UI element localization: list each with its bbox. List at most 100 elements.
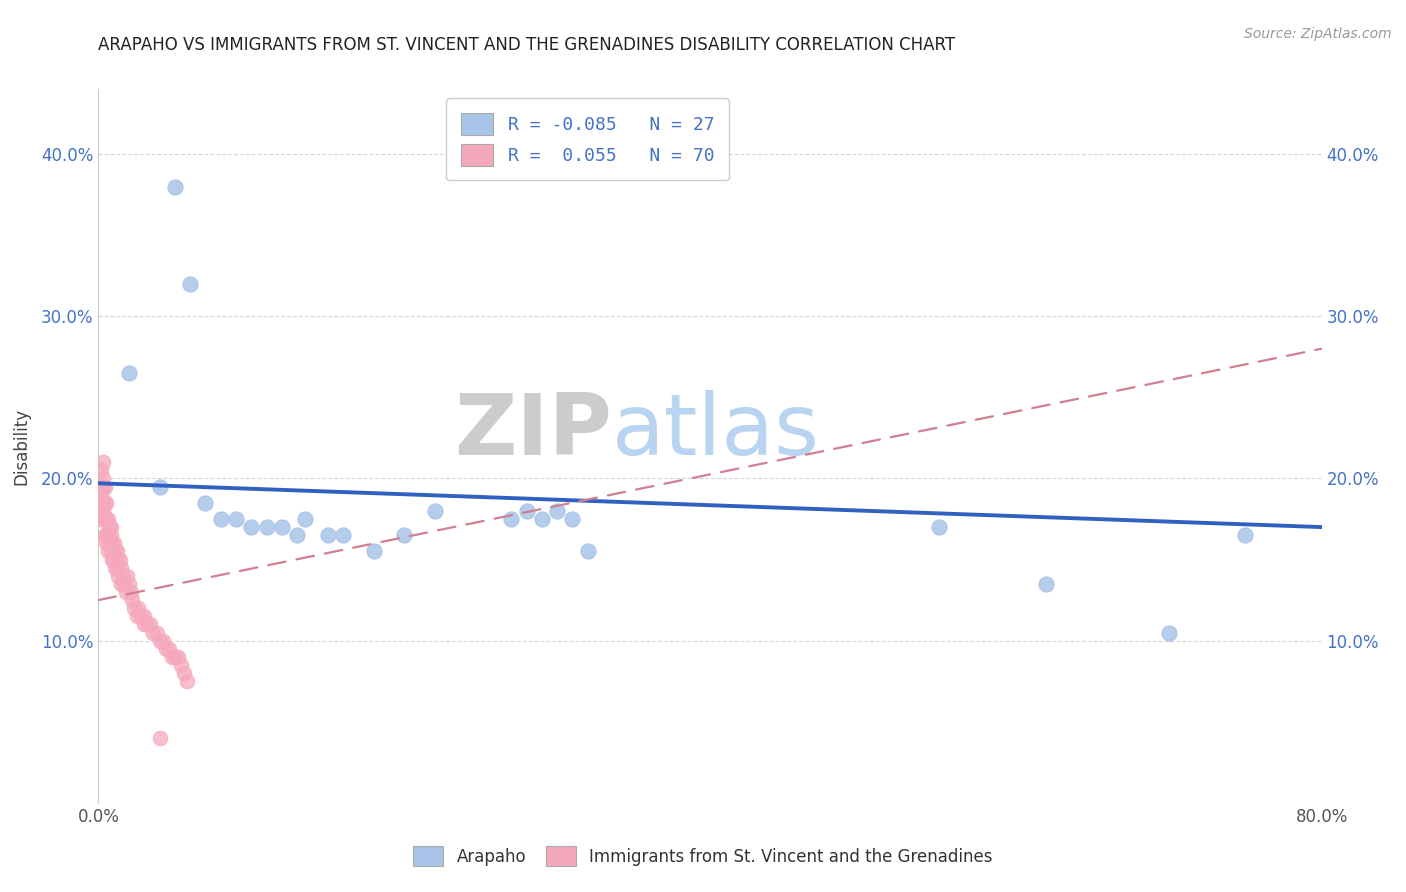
Point (91, 471, 114, 485)
Point (149, 479, 172, 493)
Text: atlas: atlas (612, 390, 820, 474)
Point (332, 528, 354, 542)
Legend: Arapaho, Immigrants from St. Vincent and the Grenadines: Arapaho, Immigrants from St. Vincent and… (405, 838, 1001, 875)
Point (392, 528, 416, 542)
Point (179, 277, 201, 291)
Point (225, 512, 247, 526)
Point (118, 366, 141, 380)
Point (149, 731, 172, 745)
Point (576, 544, 599, 558)
Point (129, 609, 152, 624)
Point (98, 520, 121, 534)
Point (108, 552, 131, 566)
Point (363, 544, 385, 558)
Text: ZIP: ZIP (454, 390, 612, 474)
Point (285, 528, 308, 542)
Point (316, 528, 339, 542)
Point (160, 649, 183, 664)
Point (176, 674, 198, 689)
Point (107, 568, 129, 582)
Point (93, 528, 115, 542)
Point (1035, 577, 1057, 591)
Point (163, 179, 186, 194)
Point (104, 560, 127, 574)
Point (103, 552, 125, 566)
Point (90, 496, 112, 510)
Point (98, 536, 121, 550)
Point (270, 520, 292, 534)
Point (90, 479, 112, 493)
Point (142, 625, 165, 640)
Point (145, 625, 167, 640)
Point (93, 496, 115, 510)
Point (107, 552, 129, 566)
Point (1157, 625, 1180, 640)
Point (89, 496, 111, 510)
Point (209, 512, 232, 526)
Point (516, 504, 538, 518)
Point (91, 504, 114, 518)
Point (125, 609, 148, 624)
Point (167, 649, 190, 664)
Point (157, 641, 180, 656)
Point (94, 536, 117, 550)
Point (97, 512, 120, 526)
Point (170, 657, 193, 672)
Point (928, 520, 950, 534)
Point (117, 568, 139, 582)
Point (561, 512, 583, 526)
Point (152, 633, 174, 648)
Point (93, 479, 115, 493)
Point (93, 512, 115, 526)
Point (136, 617, 159, 632)
Point (101, 552, 124, 566)
Point (94, 512, 117, 526)
Point (134, 617, 156, 632)
Point (97, 528, 120, 542)
Point (103, 536, 125, 550)
Point (134, 609, 156, 624)
Point (139, 617, 162, 632)
Point (1234, 528, 1257, 542)
Point (100, 520, 122, 534)
Point (100, 528, 122, 542)
Text: ARAPAHO VS IMMIGRANTS FROM ST. VINCENT AND THE GRENADINES DISABILITY CORRELATION: ARAPAHO VS IMMIGRANTS FROM ST. VINCENT A… (98, 36, 956, 54)
Point (94, 496, 117, 510)
Point (89, 479, 111, 493)
Point (155, 641, 177, 656)
Point (104, 544, 127, 558)
Point (97, 544, 120, 558)
Text: Source: ZipAtlas.com: Source: ZipAtlas.com (1244, 27, 1392, 41)
Point (194, 496, 217, 510)
Point (91, 496, 114, 510)
Point (120, 585, 142, 599)
Point (89, 512, 111, 526)
Point (294, 512, 316, 526)
Point (501, 512, 523, 526)
Point (110, 560, 132, 574)
Point (122, 601, 145, 615)
Y-axis label: Disability: Disability (11, 408, 30, 484)
Point (127, 601, 149, 615)
Point (115, 585, 138, 599)
Point (105, 560, 128, 574)
Point (173, 666, 195, 681)
Point (149, 633, 172, 648)
Point (91, 479, 114, 493)
Point (94, 528, 117, 542)
Point (240, 520, 263, 534)
Point (163, 649, 186, 664)
Point (105, 544, 128, 558)
Point (121, 593, 143, 607)
Point (90, 463, 112, 477)
Point (423, 504, 446, 518)
Point (90, 488, 112, 502)
Point (112, 577, 135, 591)
Point (100, 544, 122, 558)
Legend: R = -0.085   N = 27, R =  0.055   N = 70: R = -0.085 N = 27, R = 0.055 N = 70 (447, 98, 728, 180)
Point (110, 577, 132, 591)
Point (256, 520, 278, 534)
Point (546, 504, 568, 518)
Point (101, 536, 124, 550)
Point (111, 568, 134, 582)
